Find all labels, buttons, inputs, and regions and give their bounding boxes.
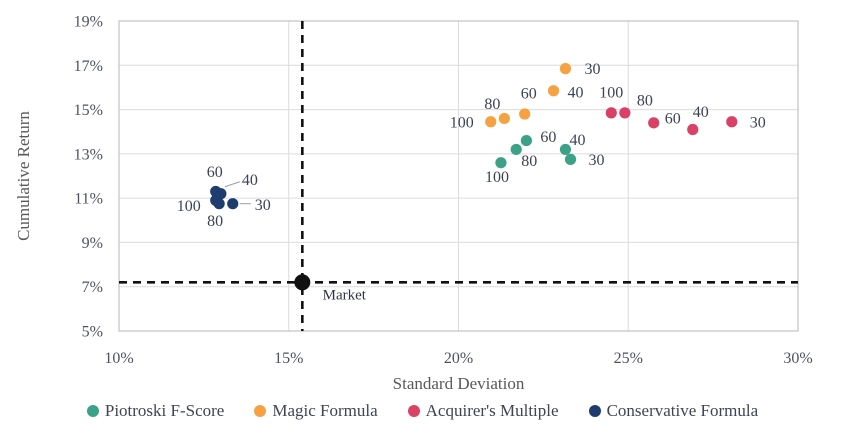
x-tick-label: 30% — [783, 350, 812, 367]
point-acquirer-s-multiple-80 — [619, 107, 631, 119]
point-piotroski-f-score-100 — [495, 157, 507, 169]
legend-dot-icon — [86, 405, 99, 417]
point-label: 60 — [521, 86, 537, 103]
legend-item-magic-formula: Magic Formula — [254, 401, 378, 421]
legend-dot-icon — [588, 405, 601, 417]
x-tick-label: 25% — [614, 350, 643, 367]
point-label: 30 — [584, 61, 600, 78]
y-tick-label: 5% — [82, 324, 103, 341]
point-acquirer-s-multiple-60 — [648, 117, 660, 129]
point-magic-formula-100 — [485, 116, 497, 128]
y-tick-label: 19% — [74, 14, 103, 31]
point-label: 80 — [637, 92, 653, 109]
point-label: 40 — [569, 132, 585, 149]
point-acquirer-s-multiple-40 — [687, 123, 699, 136]
point-label: 60 — [665, 110, 681, 127]
point-label: 30 — [589, 152, 605, 169]
legend-dot-icon — [254, 405, 267, 417]
point-label: 30 — [750, 114, 766, 131]
point-magic-formula-40 — [547, 85, 560, 97]
point-label: 80 — [207, 213, 223, 230]
point-label: 40 — [693, 104, 709, 121]
point-conservative-formula-30 — [227, 198, 239, 210]
legend-label: Piotroski F-Score — [104, 401, 225, 420]
point-label: 100 — [485, 169, 509, 186]
y-tick-label: 15% — [74, 102, 103, 119]
legend-dot-icon — [407, 405, 420, 417]
y-tick-label: 9% — [82, 235, 103, 252]
legend-label: Magic Formula — [272, 401, 378, 420]
point-piotroski-f-score-40 — [559, 143, 572, 156]
legend-item-acquirer-s-multiple: Acquirer's Multiple — [407, 401, 559, 421]
point-magic-formula-60 — [519, 108, 531, 120]
y-tick-label: 11% — [74, 191, 103, 208]
y-tick-label: 13% — [74, 146, 103, 163]
point-acquirer-s-multiple-30 — [726, 116, 738, 128]
point-acquirer-s-multiple-100 — [605, 107, 617, 119]
point-piotroski-f-score-80 — [510, 143, 522, 156]
point-piotroski-f-score-60 — [520, 134, 533, 147]
legend-label: Conservative Formula — [606, 401, 759, 420]
point-label: 80 — [521, 153, 537, 170]
point-label: 40 — [242, 172, 258, 189]
point-label: 40 — [568, 84, 584, 101]
point-label: 30 — [255, 197, 271, 214]
point-magic-formula-80 — [498, 112, 510, 125]
x-axis-title: Standard Deviation — [392, 374, 525, 393]
point-magic-formula-30 — [559, 63, 572, 75]
market-point — [294, 274, 311, 291]
y-tick-label: 17% — [74, 58, 103, 75]
point-label: 80 — [484, 96, 500, 113]
y-axis-title: Cumulative Return — [14, 111, 33, 241]
legend-label: Acquirer's Multiple — [425, 401, 559, 420]
label-leader-line — [224, 181, 241, 188]
legend: Piotroski F-Score Magic Formula Acquirer's… — [0, 401, 845, 421]
market-label: Market — [323, 287, 367, 303]
point-conservative-formula-80 — [213, 198, 225, 210]
plot-border — [118, 20, 799, 332]
point-label: 100 — [450, 114, 474, 131]
point-label: 100 — [599, 84, 623, 101]
x-tick-label: 20% — [444, 350, 473, 367]
point-label: 100 — [177, 198, 201, 215]
point-label: 60 — [207, 164, 223, 181]
point-piotroski-f-score-30 — [564, 153, 577, 165]
x-tick-label: 10% — [104, 350, 133, 367]
point-label: 60 — [540, 129, 556, 146]
x-tick-label: 15% — [274, 350, 303, 367]
y-tick-label: 7% — [82, 279, 103, 296]
legend-item-conservative-formula: Conservative Formula — [588, 401, 759, 421]
legend-item-piotroski-f-score: Piotroski F-Score — [86, 401, 225, 421]
